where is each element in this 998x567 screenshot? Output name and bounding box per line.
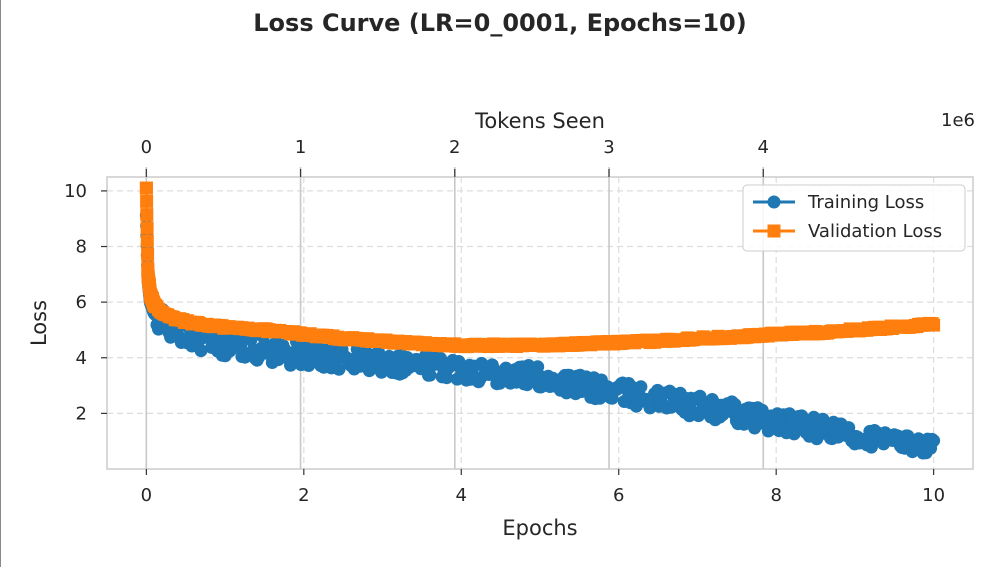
validation-loss-point bbox=[927, 318, 941, 332]
x-tick-label: 2 bbox=[298, 485, 309, 506]
training-loss-point bbox=[423, 368, 437, 382]
x-tick-label: 8 bbox=[770, 485, 781, 506]
y-tick-label: 10 bbox=[64, 181, 87, 202]
legend-box bbox=[742, 184, 966, 252]
training-loss-point bbox=[440, 371, 454, 385]
y-tick-label: 4 bbox=[76, 348, 87, 369]
y-tick-label: 8 bbox=[76, 237, 87, 258]
plot-frame bbox=[106, 176, 974, 470]
training-loss-point bbox=[332, 362, 346, 376]
legend: Training Loss Validation Loss bbox=[742, 184, 966, 252]
x2-tick-label: 0 bbox=[141, 137, 152, 158]
training-loss-point bbox=[728, 398, 742, 411]
x-tick-label: 4 bbox=[456, 485, 467, 506]
x2-tick-label: 2 bbox=[449, 137, 460, 158]
validation-loss-point bbox=[140, 221, 154, 235]
training-loss-point bbox=[382, 349, 396, 363]
top-axis-label: Tokens Seen bbox=[474, 109, 605, 133]
x2-tick-label: 4 bbox=[758, 137, 769, 158]
training-loss-point bbox=[531, 360, 545, 374]
x-tick-label: 10 bbox=[922, 485, 945, 506]
chart-title: Loss Curve (LR=0_0001, Epochs=10) bbox=[253, 9, 746, 37]
validation-loss-point bbox=[139, 181, 153, 195]
training-loss-point bbox=[194, 344, 208, 358]
validation-loss-point bbox=[140, 234, 154, 248]
legend-validation-label: Validation Loss bbox=[808, 221, 942, 242]
top-axis-exponent: 1e6 bbox=[941, 110, 975, 131]
validation-loss-series bbox=[139, 181, 941, 354]
legend-training-marker bbox=[767, 195, 781, 209]
y-axis-label: Loss bbox=[27, 300, 51, 346]
y-tick-label: 6 bbox=[76, 292, 87, 313]
series-layer bbox=[139, 181, 941, 460]
tick-labels: 0 2 4 6 8 10 2 4 6 8 10 0 1 2 3 4 bbox=[64, 137, 945, 506]
y-tick-label: 2 bbox=[76, 403, 87, 424]
training-loss-point bbox=[625, 380, 639, 394]
validation-loss-point bbox=[140, 194, 154, 208]
validation-loss-point bbox=[141, 247, 155, 261]
training-loss-point bbox=[927, 434, 941, 448]
x-tick-label: 0 bbox=[141, 485, 152, 506]
legend-training-label: Training Loss bbox=[807, 192, 924, 213]
x-tick-label: 6 bbox=[613, 485, 624, 506]
training-loss-point bbox=[634, 380, 648, 394]
x-axis-label: Epochs bbox=[502, 516, 577, 540]
window-edge bbox=[0, 0, 1, 567]
x2-tick-label: 3 bbox=[603, 137, 614, 158]
validation-loss-point bbox=[140, 208, 154, 222]
x2-tick-label: 1 bbox=[295, 137, 306, 158]
legend-validation-marker bbox=[767, 224, 781, 238]
